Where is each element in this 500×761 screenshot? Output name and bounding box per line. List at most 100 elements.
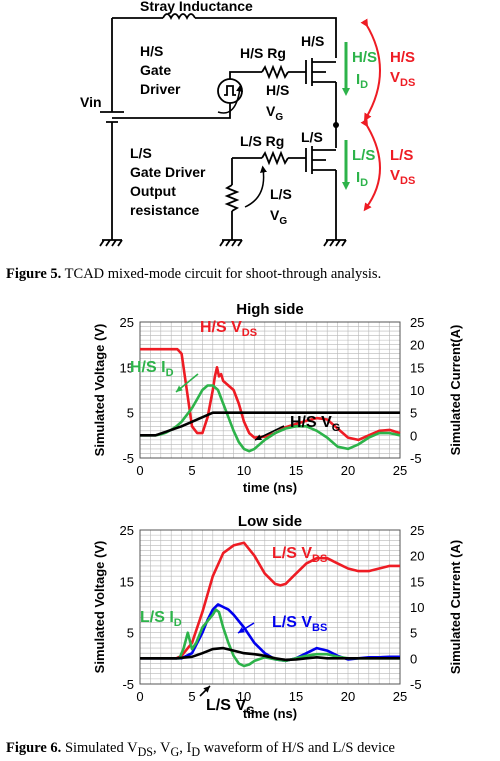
x-tick-label: 25 xyxy=(393,689,407,704)
y-axis-label: Simulated Voltage (V) xyxy=(92,541,107,674)
y-tick-label: 5 xyxy=(127,626,134,641)
ground-ls xyxy=(323,239,347,247)
hs-gate-resistor xyxy=(261,64,289,80)
figure-6-caption: Figure 6. Simulated VDS, VG, ID waveform… xyxy=(6,740,496,761)
chart-title: High side xyxy=(236,301,304,318)
series-label-2: L/S VBS xyxy=(272,614,327,634)
series-line-1 xyxy=(140,347,401,442)
y2-tick-label: 15 xyxy=(410,574,424,589)
ls-gate-resistor xyxy=(261,150,289,166)
x-tick-label: 10 xyxy=(237,463,251,478)
plot-frame xyxy=(139,529,401,685)
y2-tick-label: 10 xyxy=(410,383,424,398)
series-line-2 xyxy=(140,384,401,453)
series-label-3: L/S ID xyxy=(140,609,182,629)
ground-driver xyxy=(219,239,243,247)
hs-vg-arrow xyxy=(217,84,244,114)
hs-driver-label-1: H/S xyxy=(140,43,163,59)
ls-vg-label-1: L/S xyxy=(270,186,292,202)
y-tick-label: -5 xyxy=(122,677,134,692)
y2-axis-label: Simulated Current (A) xyxy=(448,540,463,674)
ls-vds-label-2: VDS xyxy=(390,167,415,187)
ls-mosfet xyxy=(305,146,336,174)
y2-tick-label: 10 xyxy=(410,600,424,615)
hs-driver-label-3: Driver xyxy=(140,81,181,97)
y2-tick-label: 5 xyxy=(410,406,417,421)
hs-mosfet xyxy=(305,58,336,86)
y2-tick-label: 5 xyxy=(410,626,417,641)
figure-6-caption-sub2: G xyxy=(170,744,180,759)
series-label-3: H/S VG xyxy=(290,414,340,434)
series-line-4 xyxy=(140,646,400,662)
stray-inductor xyxy=(162,13,196,21)
y-tick-label: -5 xyxy=(122,451,134,466)
label-pointer-head-2 xyxy=(203,686,210,693)
figure-6-caption-sub1: DS xyxy=(137,744,154,759)
y2-axis-label: Simulated Current(A) xyxy=(448,325,463,456)
hs-id-label-2: ID xyxy=(356,71,368,91)
ls-vg-arrow xyxy=(244,165,267,208)
vin-label: Vin xyxy=(80,94,102,110)
hs-gate-driver-source xyxy=(217,78,243,104)
x-tick-label: 5 xyxy=(188,689,195,704)
x-tick-label: 20 xyxy=(341,463,355,478)
y-axis-label: Simulated Voltage (V) xyxy=(92,324,107,457)
hs-rg-label: H/S Rg xyxy=(240,45,286,61)
figure-6-caption-sub3: D xyxy=(191,744,201,759)
vin-battery xyxy=(100,111,124,123)
ground-vin xyxy=(99,239,123,247)
chart-title: Low side xyxy=(238,513,302,530)
y2-tick-label: 20 xyxy=(410,549,424,564)
stray-inductance-label: Stray Inductance xyxy=(140,0,253,14)
plot-frame xyxy=(139,321,401,459)
ls-driver-label-3: Output xyxy=(130,183,176,199)
series-line-3 xyxy=(140,411,400,437)
y2-tick-label: 0 xyxy=(410,651,417,666)
figure-6-caption-text3: , I xyxy=(179,740,192,756)
y-tick-label: 15 xyxy=(120,360,134,375)
y2-tick-label: 25 xyxy=(410,523,424,538)
figure-6-caption-text: Simulated V xyxy=(61,740,138,756)
x-tick-label: 15 xyxy=(289,689,303,704)
x-tick-label: 5 xyxy=(188,463,195,478)
hs-id-label-1: H/S xyxy=(352,49,377,66)
ls-rg-label: L/S Rg xyxy=(240,133,284,149)
hs-vg-label-1: H/S xyxy=(266,82,289,98)
figure-5-caption: Figure 5. TCAD mixed-mode circuit for sh… xyxy=(6,266,496,283)
ls-vg-label-2: VG xyxy=(270,207,287,227)
figure-6-caption-label: Figure 6. xyxy=(6,740,62,756)
ls-id-label-1: L/S xyxy=(352,147,375,164)
ls-driver-label-4: resistance xyxy=(130,202,199,218)
series-label-4: L/S VG xyxy=(206,697,255,717)
ls-driver-resistor xyxy=(224,184,240,212)
x-tick-label: 15 xyxy=(289,463,303,478)
ls-vds-arrow xyxy=(360,118,381,212)
x-tick-label: 20 xyxy=(341,689,355,704)
x-tick-label: 25 xyxy=(393,463,407,478)
y2-tick-label: -5 xyxy=(410,451,422,466)
hs-vds-label-2: VDS xyxy=(390,69,415,89)
figure-6-caption-text4: waveform of H/S and L/S device xyxy=(200,740,395,756)
grid xyxy=(139,529,401,685)
series-line-1 xyxy=(140,541,400,660)
y2-tick-label: -5 xyxy=(410,677,422,692)
hs-vds-arrow xyxy=(360,18,381,122)
ls-driver-label-1: L/S xyxy=(130,145,152,161)
ls-vds-label-1: L/S xyxy=(390,147,413,164)
x-tick-label: 10 xyxy=(237,689,251,704)
y2-tick-label: 25 xyxy=(410,315,424,330)
figure-6-caption-text2: , V xyxy=(153,740,171,756)
hs-vg-label-2: VG xyxy=(266,103,283,123)
circuit-diagram: Stray Inductance Vin H/S Gate Driver H/S… xyxy=(80,0,415,247)
x-tick-label: 0 xyxy=(136,463,143,478)
series-label-2: H/S ID xyxy=(130,359,174,379)
x-axis-label: time (ns) xyxy=(243,706,297,721)
y-tick-label: 25 xyxy=(120,315,134,330)
ls-fet-label: L/S xyxy=(301,129,323,145)
label-pointer-head-2 xyxy=(255,434,262,441)
x-axis-label: time (ns) xyxy=(243,480,297,495)
label-pointer-head-1 xyxy=(238,627,245,633)
y-tick-label: 5 xyxy=(127,406,134,421)
